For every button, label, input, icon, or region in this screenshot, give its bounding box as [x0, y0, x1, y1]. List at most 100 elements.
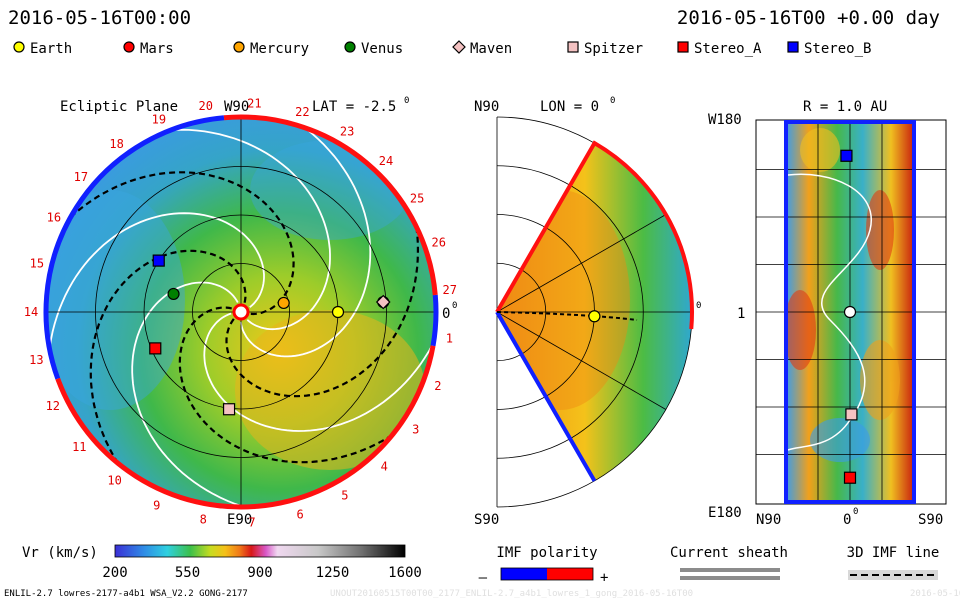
day-label: 27	[442, 283, 456, 297]
imf-polarity-key: IMF polarity – +	[479, 545, 609, 586]
imf-line	[178, 306, 435, 464]
day-label: 18	[109, 137, 123, 151]
earth-marker	[588, 310, 601, 323]
day-label: 6	[296, 508, 303, 522]
footer-run-date: 2016-05-16	[910, 589, 960, 599]
meridional-lon-label: LON = 0	[540, 99, 599, 115]
header-right-datetime: 2016-05-16T00 +0.00 day	[677, 7, 940, 29]
imf-polarity-title: IMF polarity	[496, 545, 597, 561]
legend-label: Mercury	[250, 41, 309, 57]
day-label: 16	[47, 211, 61, 225]
day-label: 25	[410, 192, 424, 206]
meridional-panel: N90 LON = 0 0 S90 0 0	[474, 96, 701, 528]
day-label: 11	[72, 440, 86, 454]
axis-line	[496, 311, 667, 410]
legend-label: Mars	[140, 41, 174, 57]
stereo-a-marker	[843, 471, 857, 484]
spitzer-marker	[222, 403, 236, 416]
ecliptic-right-degree: 0	[452, 301, 457, 311]
spitzer-marker	[845, 408, 858, 421]
legend-label: Earth	[30, 41, 72, 57]
legend-label: Maven	[470, 41, 512, 57]
legend-label: Stereo_A	[694, 41, 762, 57]
map-y-bottom-label: E180	[708, 505, 742, 521]
map-y-top-label: W180	[708, 112, 742, 128]
current-sheath	[47, 212, 265, 425]
day-label: 20	[198, 99, 212, 113]
header-left-datetime: 2016-05-16T00:00	[8, 7, 191, 29]
ecliptic-object-markers	[149, 254, 391, 416]
day-label: 5	[341, 489, 348, 503]
meridional-right-degree: 0	[696, 301, 701, 311]
current-sheath	[131, 281, 320, 506]
current-sheath-line	[680, 568, 780, 572]
colorbar-tick-label: 1600	[388, 565, 422, 581]
map-panel: R = 1.0 AU W180 1 E180 N90 0 0 S90	[708, 99, 947, 528]
ecliptic-title: Ecliptic Plane	[60, 99, 178, 115]
day-label: 21	[247, 96, 261, 110]
circle-marker-icon	[13, 41, 25, 53]
day-label: 23	[340, 125, 354, 139]
imf-positive-swatch	[547, 568, 593, 580]
ecliptic-lat-degree: 0	[404, 96, 409, 106]
day-label: 15	[30, 256, 44, 270]
map-object-markers	[840, 149, 858, 484]
day-label: 2	[434, 379, 441, 393]
earth-marker	[331, 305, 345, 319]
footer-run-id: UNOUT20160515T00T00_2177_ENLIL-2.7_a4b1_…	[330, 589, 693, 599]
map-border	[784, 120, 916, 504]
wedge-rim-positive	[495, 140, 694, 330]
map-blobs	[784, 128, 900, 462]
map-x-mid-degree: 0	[853, 507, 858, 517]
object-legend: Earth Mars Mercury Venus Maven Spitzer Stereo_…	[13, 40, 871, 57]
current-sheath-key: Current sheath	[670, 545, 788, 580]
venus-marker	[167, 287, 180, 301]
day-label: 10	[107, 474, 121, 488]
circle-marker-icon	[344, 41, 356, 53]
stereo-a-marker	[149, 342, 162, 355]
day-label: 19	[152, 113, 166, 127]
square-marker-icon	[787, 41, 799, 53]
day-label: 1	[446, 332, 453, 346]
maven-marker	[375, 294, 391, 310]
ecliptic-right-label: 0	[442, 306, 450, 322]
day-label: 22	[295, 105, 309, 119]
colorbar-tick-label: 900	[247, 565, 272, 581]
current-sheath-title: Current sheath	[670, 545, 788, 561]
square-marker-icon	[677, 41, 689, 53]
legend-label: Stereo_B	[804, 41, 871, 57]
circle-marker-icon	[123, 41, 135, 53]
polarity-rim-negative	[43, 115, 439, 380]
diamond-marker-icon	[452, 40, 466, 54]
meridional-bottom-label: S90	[474, 512, 499, 528]
map-x-left-label: N90	[756, 512, 781, 528]
map-x-mid-label: 0	[843, 512, 851, 528]
map-r-label: R = 1.0 AU	[803, 99, 887, 115]
colorbar-tick-label: 1250	[316, 565, 350, 581]
stereo-b-marker	[840, 149, 853, 162]
meridional-imf-line	[496, 311, 638, 321]
map-y-mid-label: 1	[737, 306, 745, 322]
ecliptic-bottom-label: E90	[227, 512, 252, 528]
circle-marker-icon	[233, 41, 245, 53]
earth-marker	[843, 305, 857, 319]
colorbar-gradient	[114, 544, 406, 558]
current-sheath	[203, 270, 435, 432]
mercury-marker	[277, 296, 290, 310]
colorbar-ticks: 200 550 900 1250 1600	[102, 565, 422, 581]
stereo-b-marker	[152, 254, 165, 267]
day-label: 8	[200, 513, 207, 527]
ecliptic-lat-label: LAT = -2.5	[312, 99, 396, 115]
footer-model-info: ENLIL-2.7 lowres-2177-a4b1 WSA_V2.2 GONG…	[4, 589, 248, 599]
imf-polarity-minus: –	[479, 570, 488, 586]
colorbar: Vr (km/s) 200 550 900 1250 1600	[22, 544, 422, 581]
wedge-rim-negative	[495, 311, 597, 482]
day-label: 12	[46, 399, 60, 413]
imf-line	[47, 171, 295, 316]
current-sheath	[97, 128, 331, 331]
meridional-lon-degree: 0	[610, 96, 615, 106]
axis-line	[496, 214, 667, 313]
current-sheath	[787, 173, 873, 451]
imf-line-halo	[848, 570, 938, 580]
